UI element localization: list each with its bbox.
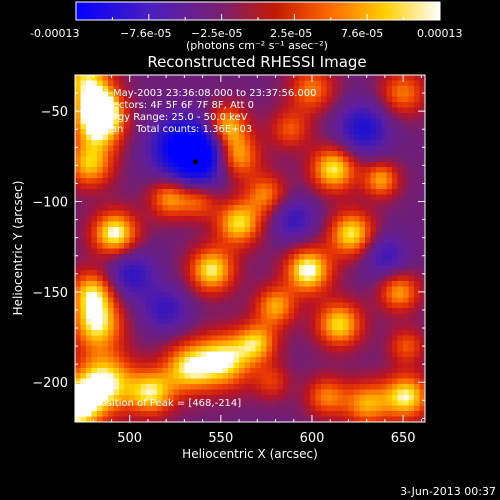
colorbar-tick-label: −7.6e-05 [120, 27, 171, 40]
plot-frame [74, 74, 426, 423]
x-tick-label: 500 [117, 431, 142, 446]
colorbar-ticks [75, 14, 441, 20]
y-tick-label: −50 [41, 105, 68, 120]
colorbar-tick-label: 7.6e-05 [341, 27, 383, 40]
detectors-annotation: Detectors: 4F 5F 6F 7F 8F, Att 0 [95, 100, 254, 111]
y-tick-label: −150 [32, 286, 68, 301]
date-stamp: 3-Jun-2013 00:37 [400, 485, 496, 498]
colorbar-tick-label: 2.5e-05 [270, 27, 312, 40]
energy-annotation: Energy Range: 25.0 - 50.0 keV [95, 112, 248, 123]
colorbar-tick-label: −2.5e-05 [191, 27, 242, 40]
x-axis-label: Heliocentric X (arcsec) [182, 447, 318, 461]
peak-annotation: Position of Peak = [468,-214] [95, 398, 241, 409]
time-range-annotation: 3-May-2003 23:36:08.000 to 23:37:56.000 [103, 88, 316, 99]
y-tick-label: −100 [32, 196, 68, 211]
y-tick-label: −200 [32, 376, 68, 391]
heatmap-image [75, 75, 425, 422]
chart-title: Reconstructed RHESSI Image [147, 53, 366, 71]
marker-point [192, 159, 198, 165]
x-tick-label: 650 [391, 431, 416, 446]
x-tick-label: 600 [300, 431, 325, 446]
colorbar-tick-label: 0.00013 [417, 27, 463, 40]
image-area [75, 75, 425, 422]
units-label: (photons cm⁻² s⁻¹ asec⁻²) [186, 39, 328, 52]
axis-ticks [75, 75, 425, 422]
x-tick-label: 550 [208, 431, 233, 446]
clean-annotation: Clean Total counts: 1.36E+03 [95, 124, 252, 135]
colorbar-tick-label: -0.00013 [30, 27, 79, 40]
y-axis-label: Heliocentric Y (arcsec) [11, 181, 25, 316]
